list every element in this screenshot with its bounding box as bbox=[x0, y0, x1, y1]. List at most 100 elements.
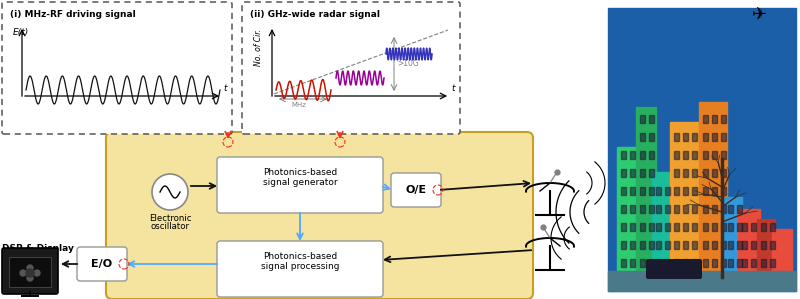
Bar bbox=[721, 259, 726, 267]
Bar bbox=[724, 197, 742, 277]
Text: t: t bbox=[223, 84, 226, 93]
Bar bbox=[649, 187, 654, 195]
Bar bbox=[630, 259, 635, 267]
Bar bbox=[649, 115, 654, 123]
Bar bbox=[640, 223, 645, 231]
Bar bbox=[636, 107, 656, 277]
Bar bbox=[640, 187, 645, 195]
Bar bbox=[621, 151, 626, 159]
Bar bbox=[728, 241, 733, 249]
Text: ✈: ✈ bbox=[753, 7, 767, 25]
Bar bbox=[703, 223, 708, 231]
Bar bbox=[728, 259, 733, 267]
Bar bbox=[683, 241, 688, 249]
Text: Photonics-based
signal processing: Photonics-based signal processing bbox=[261, 252, 339, 271]
Bar bbox=[692, 241, 697, 249]
Bar bbox=[692, 169, 697, 177]
Bar bbox=[712, 205, 717, 213]
Bar bbox=[712, 169, 717, 177]
Bar bbox=[640, 205, 645, 213]
Bar bbox=[621, 259, 626, 267]
Text: Electronic: Electronic bbox=[149, 214, 191, 223]
Bar bbox=[692, 205, 697, 213]
Bar bbox=[770, 259, 775, 267]
Bar bbox=[692, 259, 697, 267]
FancyBboxPatch shape bbox=[242, 2, 460, 134]
Bar bbox=[703, 205, 708, 213]
Bar bbox=[751, 223, 756, 231]
Bar bbox=[683, 151, 688, 159]
Bar bbox=[630, 187, 635, 195]
Bar bbox=[712, 259, 717, 267]
Bar bbox=[621, 241, 626, 249]
Bar bbox=[656, 205, 661, 213]
Bar bbox=[728, 205, 733, 213]
Bar bbox=[742, 259, 747, 267]
Bar bbox=[640, 259, 645, 267]
Bar bbox=[692, 223, 697, 231]
FancyBboxPatch shape bbox=[217, 241, 383, 297]
FancyBboxPatch shape bbox=[2, 2, 232, 134]
Bar bbox=[621, 205, 626, 213]
FancyBboxPatch shape bbox=[2, 248, 58, 294]
Text: Photonics-based
signal generator: Photonics-based signal generator bbox=[262, 168, 338, 187]
Bar bbox=[652, 172, 674, 277]
Text: oscillator: oscillator bbox=[150, 222, 190, 231]
Bar bbox=[621, 187, 626, 195]
Bar bbox=[665, 259, 670, 267]
Bar bbox=[649, 133, 654, 141]
Bar bbox=[703, 133, 708, 141]
Bar bbox=[649, 259, 654, 267]
Bar bbox=[674, 133, 679, 141]
Bar bbox=[761, 223, 766, 231]
Bar bbox=[761, 259, 766, 267]
Bar bbox=[721, 241, 726, 249]
Bar bbox=[721, 205, 726, 213]
Bar bbox=[665, 223, 670, 231]
Text: t: t bbox=[451, 84, 454, 93]
Bar bbox=[683, 133, 688, 141]
Text: >10G: >10G bbox=[397, 60, 418, 68]
Text: O/E: O/E bbox=[406, 185, 426, 195]
Bar bbox=[721, 151, 726, 159]
Text: (i) MHz-RF driving signal: (i) MHz-RF driving signal bbox=[10, 10, 136, 19]
Circle shape bbox=[152, 174, 188, 210]
Bar bbox=[712, 151, 717, 159]
Bar bbox=[683, 169, 688, 177]
Bar bbox=[665, 205, 670, 213]
Bar bbox=[630, 223, 635, 231]
Bar bbox=[721, 187, 726, 195]
Bar bbox=[649, 169, 654, 177]
Bar bbox=[608, 8, 796, 291]
Text: No. of Cir.: No. of Cir. bbox=[254, 29, 263, 66]
Bar bbox=[692, 151, 697, 159]
Bar bbox=[703, 187, 708, 195]
Bar bbox=[630, 151, 635, 159]
Text: E/O: E/O bbox=[91, 259, 113, 269]
Bar bbox=[608, 271, 796, 291]
Bar bbox=[692, 187, 697, 195]
Bar bbox=[640, 133, 645, 141]
FancyBboxPatch shape bbox=[77, 247, 127, 281]
Text: (ii) GHz-wide radar signal: (ii) GHz-wide radar signal bbox=[250, 10, 380, 19]
Circle shape bbox=[20, 270, 26, 276]
Bar bbox=[703, 169, 708, 177]
Bar bbox=[640, 169, 645, 177]
Circle shape bbox=[34, 270, 40, 276]
Bar bbox=[751, 241, 756, 249]
Bar bbox=[683, 259, 688, 267]
Bar bbox=[737, 259, 742, 267]
FancyBboxPatch shape bbox=[217, 157, 383, 213]
Bar bbox=[683, 223, 688, 231]
Bar bbox=[665, 187, 670, 195]
Bar bbox=[721, 223, 726, 231]
Bar bbox=[751, 259, 756, 267]
Bar bbox=[630, 241, 635, 249]
Bar bbox=[656, 259, 661, 267]
Circle shape bbox=[27, 275, 33, 281]
Bar bbox=[640, 151, 645, 159]
Bar bbox=[674, 187, 679, 195]
Bar bbox=[649, 205, 654, 213]
Bar bbox=[772, 229, 792, 277]
Bar bbox=[712, 115, 717, 123]
